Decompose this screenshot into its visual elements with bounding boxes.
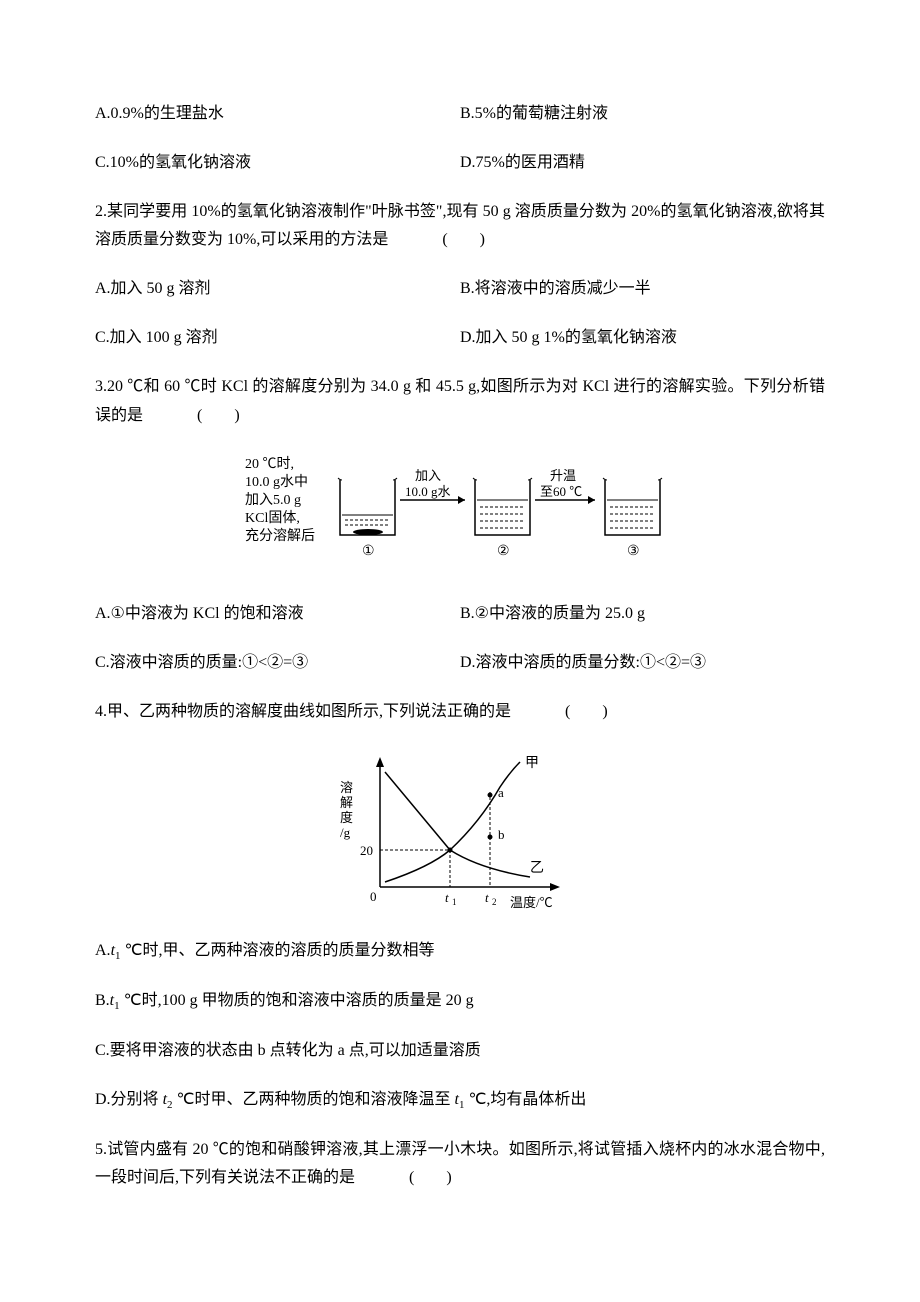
- q4-chart-svg: 溶 解 度 /g 温度/℃ 0 20 t 1 t 2 甲 乙 a b: [330, 747, 590, 917]
- q4d-mid: ℃时甲、乙两种物质的饱和溶液降温至: [173, 1091, 455, 1108]
- q3-diagram-svg: 20 ℃时, 10.0 g水中 加入5.0 g KCl固体, 充分溶解后 ① 加…: [240, 450, 680, 580]
- q1-option-b: B.5%的葡萄糖注射液: [460, 100, 825, 129]
- q2-options-row2: C.加入 100 g 溶剂 D.加入 50 g 1%的氢氧化钠溶液: [95, 324, 825, 353]
- q1-options-row2: C.10%的氢氧化钠溶液 D.75%的医用酒精: [95, 149, 825, 178]
- q2-option-a: A.加入 50 g 溶剂: [95, 275, 460, 304]
- q3-arrow2-bot: 至60 ℃: [540, 484, 582, 499]
- q5-paren: ( ): [409, 1164, 452, 1193]
- q2-option-d: D.加入 50 g 1%的氢氧化钠溶液: [460, 324, 825, 353]
- q4-stem-text: 4.甲、乙两种物质的溶解度曲线如图所示,下列说法正确的是: [95, 703, 511, 720]
- q3-beaker1-icon: [338, 478, 397, 535]
- q3-beaker2-label: ②: [497, 544, 510, 559]
- q4-option-b: B.t1 ℃时,100 g 甲物质的饱和溶液中溶质的质量是 20 g: [95, 987, 825, 1017]
- q3-label4: KCl固体,: [245, 510, 300, 526]
- q3-paren: ( ): [197, 402, 240, 431]
- q4-chart: 溶 解 度 /g 温度/℃ 0 20 t 1 t 2 甲 乙 a b: [95, 747, 825, 917]
- q3-label3: 加入5.0 g: [245, 492, 301, 508]
- q4-ylabel-3: 度: [340, 810, 353, 825]
- q4-xtick1-sub: 1: [452, 897, 457, 907]
- q3-option-b: B.②中溶液的质量为 25.0 g: [460, 600, 825, 629]
- q4-ylabel-4: /g: [340, 825, 351, 840]
- q4b-post: ℃时,100 g 甲物质的饱和溶液中溶质的质量是 20 g: [120, 992, 474, 1009]
- q4-curve1-label: 甲: [525, 756, 539, 771]
- q1-option-d: D.75%的医用酒精: [460, 149, 825, 178]
- q4b-pre: B.: [95, 992, 110, 1009]
- q2-paren: ( ): [442, 226, 485, 255]
- q4-option-d: D.分别将 t2 ℃时甲、乙两种物质的饱和溶液降温至 t1 ℃,均有晶体析出: [95, 1086, 825, 1116]
- q5-stem-text: 5.试管内盛有 20 ℃的饱和硝酸钾溶液,其上漂浮一小木块。如图所示,将试管插入…: [95, 1141, 825, 1187]
- q4-xtick2-sub: 2: [492, 897, 497, 907]
- q4-xtick1: t: [445, 890, 449, 905]
- q3-diagram: 20 ℃时, 10.0 g水中 加入5.0 g KCl固体, 充分溶解后 ① 加…: [95, 450, 825, 580]
- q4-point-a: a: [498, 785, 504, 800]
- q4-option-a: A.t1 ℃时,甲、乙两种溶液的溶质的质量分数相等: [95, 937, 825, 967]
- q3-beaker1-label: ①: [362, 544, 375, 559]
- q3-stem: 3.20 ℃和 60 ℃时 KCl 的溶解度分别为 34.0 g 和 45.5 …: [95, 373, 825, 431]
- q3-arrow1-bot: 10.0 g水: [405, 484, 451, 499]
- q3-label5: 充分溶解后: [245, 528, 315, 544]
- q3-options-row1: A.①中溶液为 KCl 的饱和溶液 B.②中溶液的质量为 25.0 g: [95, 600, 825, 629]
- q4-stem: 4.甲、乙两种物质的溶解度曲线如图所示,下列说法正确的是 ( ): [95, 698, 825, 727]
- q3-beaker2-icon: [473, 478, 532, 535]
- q4-origin: 0: [370, 889, 377, 904]
- q3-beaker3-icon: [603, 478, 662, 535]
- q5-stem: 5.试管内盛有 20 ℃的饱和硝酸钾溶液,其上漂浮一小木块。如图所示,将试管插入…: [95, 1136, 825, 1194]
- q3-option-c: C.溶液中溶质的质量:①<②=③: [95, 649, 460, 678]
- q3-label2: 10.0 g水中: [245, 474, 308, 490]
- q4d-pre: D.分别将: [95, 1091, 163, 1108]
- q4-ytick: 20: [360, 843, 373, 858]
- q3-beaker3-label: ③: [627, 544, 640, 559]
- q4-curve2-label: 乙: [530, 860, 544, 876]
- q4-point-b: b: [498, 827, 505, 842]
- q3-option-a: A.①中溶液为 KCl 的饱和溶液: [95, 600, 460, 629]
- q3-arrow1-top: 加入: [415, 468, 441, 483]
- q2-options-row1: A.加入 50 g 溶剂 B.将溶液中的溶质减少一半: [95, 275, 825, 304]
- q3-label1: 20 ℃时,: [245, 456, 294, 472]
- q4-paren: ( ): [565, 698, 608, 727]
- q3-option-d: D.溶液中溶质的质量分数:①<②=③: [460, 649, 825, 678]
- q2-stem: 2.某同学要用 10%的氢氧化钠溶液制作"叶脉书签",现有 50 g 溶质质量分…: [95, 198, 825, 256]
- q4-ylabel-1: 溶: [340, 780, 353, 795]
- q4-option-c: C.要将甲溶液的状态由 b 点转化为 a 点,可以加适量溶质: [95, 1037, 825, 1066]
- q2-option-b: B.将溶液中的溶质减少一半: [460, 275, 825, 304]
- q4-ylabel-2: 解: [340, 795, 353, 810]
- q3-arrow2-top: 升温: [550, 468, 576, 483]
- q1-option-a: A.0.9%的生理盐水: [95, 100, 460, 129]
- q4-xlabel: 温度/℃: [510, 895, 553, 910]
- q4-xtick2: t: [485, 890, 489, 905]
- q1-option-c: C.10%的氢氧化钠溶液: [95, 149, 460, 178]
- q4a-post: ℃时,甲、乙两种溶液的溶质的质量分数相等: [121, 942, 435, 959]
- q3-options-row2: C.溶液中溶质的质量:①<②=③ D.溶液中溶质的质量分数:①<②=③: [95, 649, 825, 678]
- q2-option-c: C.加入 100 g 溶剂: [95, 324, 460, 353]
- q4d-post: ℃,均有晶体析出: [464, 1091, 586, 1108]
- q4a-pre: A.: [95, 942, 111, 959]
- q1-options-row1: A.0.9%的生理盐水 B.5%的葡萄糖注射液: [95, 100, 825, 129]
